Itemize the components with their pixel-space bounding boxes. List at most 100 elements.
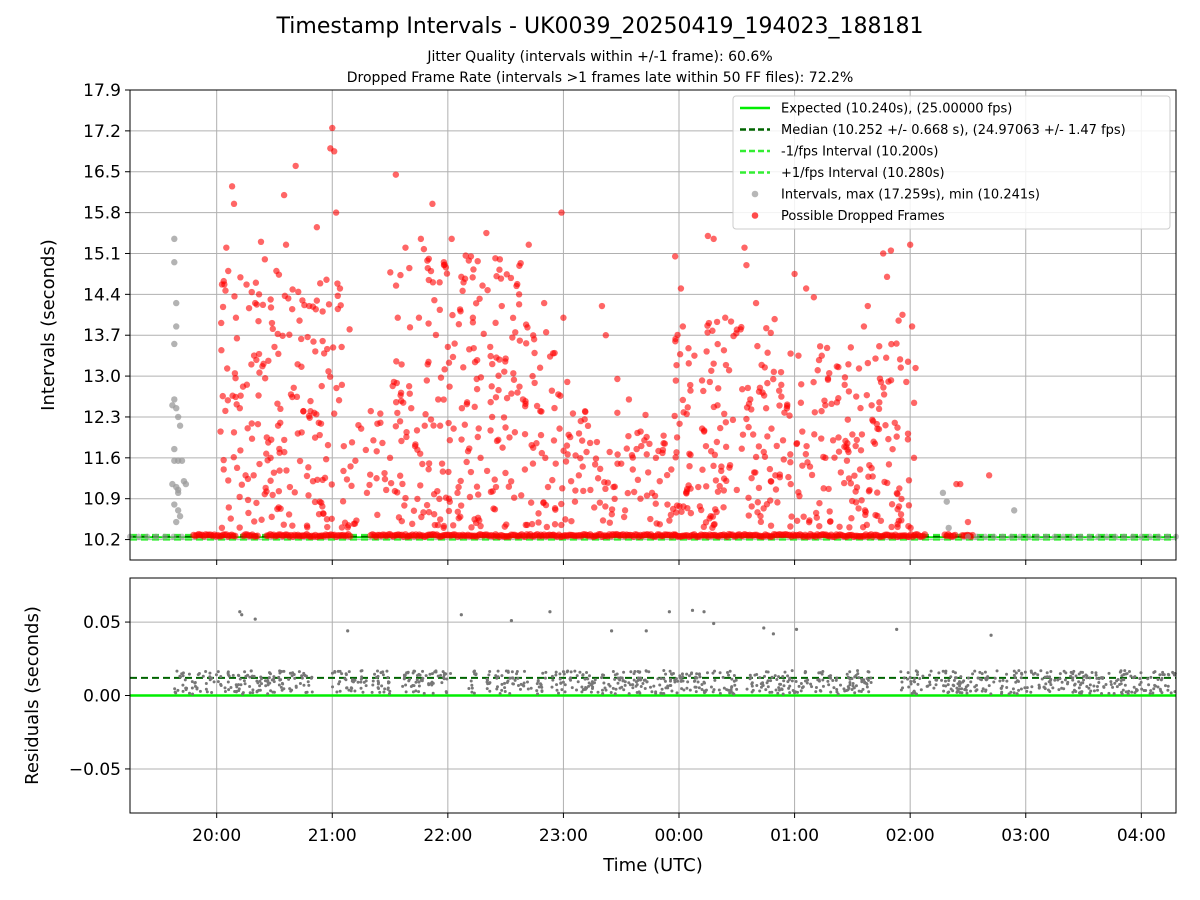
dropped-frame-point: [894, 424, 901, 431]
residual-point: [1048, 675, 1052, 679]
dropped-frame-point: [488, 383, 495, 390]
residual-point: [693, 685, 697, 689]
residual-point: [193, 681, 197, 685]
dropped-frame-point: [861, 507, 869, 514]
dropped-frame-point: [289, 286, 296, 293]
dropped-frame-point: [449, 353, 457, 361]
dropped-frame-point: [725, 367, 733, 374]
dropped-frame-point: [269, 325, 276, 333]
dropped-frame-point: [671, 253, 679, 260]
dropped-frame-point: [864, 359, 872, 367]
residual-point: [503, 690, 507, 694]
dropped-frame-point: [223, 244, 230, 251]
dropped-frame-point: [766, 465, 774, 473]
residual-point: [1134, 687, 1138, 691]
residual-point: [181, 683, 185, 687]
residual-point: [621, 679, 625, 683]
dropped-frame-point: [255, 392, 262, 399]
dropped-frame-point: [410, 507, 418, 514]
dropped-frame-point: [316, 280, 324, 287]
dropped-frame-point: [750, 469, 758, 476]
dropped-frame-point: [821, 397, 828, 404]
dropped-frame-point: [571, 498, 579, 505]
dropped-frame-point: [730, 332, 737, 340]
dropped-frame-point: [687, 451, 694, 459]
residual-point: [1074, 690, 1078, 694]
residual-point: [709, 685, 713, 689]
dropped-frame-point: [502, 424, 509, 431]
residual-point: [788, 691, 792, 695]
dropped-frame-point: [610, 483, 617, 491]
dropped-frame-point: [860, 323, 868, 330]
residual-point: [1040, 677, 1044, 681]
residual-point: [786, 674, 790, 678]
residual-point: [951, 689, 955, 693]
dropped-frame-point: [274, 330, 281, 338]
residual-point: [580, 690, 584, 694]
dropped-frame-point: [222, 407, 229, 415]
dropped-frame-point: [304, 333, 311, 341]
interval-point: [171, 396, 178, 403]
residual-point: [1120, 674, 1124, 678]
dropped-frame-point: [798, 381, 805, 388]
dropped-frame-point: [825, 485, 832, 493]
residual-point: [404, 683, 408, 687]
dropped-frame-point: [311, 434, 319, 441]
top-y-tick-label: 13.7: [83, 326, 121, 346]
residual-point: [790, 669, 794, 673]
dropped-frame-point: [964, 518, 972, 526]
dropped-frame-point: [464, 448, 472, 455]
residual-point: [176, 688, 180, 692]
dropped-frame-point: [698, 425, 706, 432]
residual-point: [494, 674, 498, 678]
residual-point: [282, 669, 286, 673]
dropped-frame-point: [363, 489, 371, 497]
dropped-frame-point: [254, 532, 261, 540]
residual-point: [1082, 675, 1086, 679]
residual-point: [1060, 680, 1064, 684]
dropped-frame-point: [754, 499, 762, 506]
top-y-tick-label: 13.0: [83, 367, 121, 387]
dropped-frame-point: [399, 480, 406, 488]
dropped-frame-point: [436, 516, 444, 523]
dropped-frame-point: [457, 308, 464, 315]
residual-point: [648, 685, 652, 689]
residual-point: [272, 675, 276, 679]
dropped-frame-point: [454, 508, 461, 515]
residual-point: [783, 670, 787, 674]
residual-point: [561, 680, 565, 684]
residual-point: [857, 689, 861, 693]
dropped-frame-point: [303, 522, 311, 529]
dropped-frame-point: [674, 331, 681, 339]
dropped-frame-point: [833, 399, 841, 406]
dropped-frame-point: [392, 423, 400, 430]
residual-point: [601, 673, 605, 677]
residual-point: [414, 680, 418, 684]
residual-point: [188, 691, 192, 695]
residual-point: [304, 674, 308, 678]
residual-point: [758, 689, 762, 693]
residual-point: [835, 676, 839, 680]
dropped-frame-point: [293, 393, 301, 401]
residual-point: [779, 682, 783, 686]
residual-point: [1118, 682, 1122, 686]
residual-point: [992, 680, 996, 684]
dropped-frame-point: [438, 460, 446, 467]
residual-point: [240, 613, 244, 617]
residual-point: [1094, 673, 1098, 677]
residual-point: [801, 685, 805, 689]
dropped-frame-point: [555, 391, 562, 398]
residual-point: [421, 669, 425, 673]
dropped-frame-point: [492, 319, 499, 327]
dropped-frame-point: [754, 342, 761, 350]
axes: 10.210.911.612.313.013.714.415.115.816.5…: [22, 81, 1177, 876]
dropped-frame-point: [421, 422, 428, 429]
residual-point: [918, 677, 922, 681]
residual-point: [1058, 672, 1062, 676]
residual-point: [629, 670, 633, 674]
dropped-frame-point: [301, 301, 308, 309]
interval-point: [170, 533, 177, 540]
residual-point: [204, 687, 208, 691]
dropped-frame-point: [495, 386, 502, 394]
dropped-frame-point: [531, 379, 538, 387]
